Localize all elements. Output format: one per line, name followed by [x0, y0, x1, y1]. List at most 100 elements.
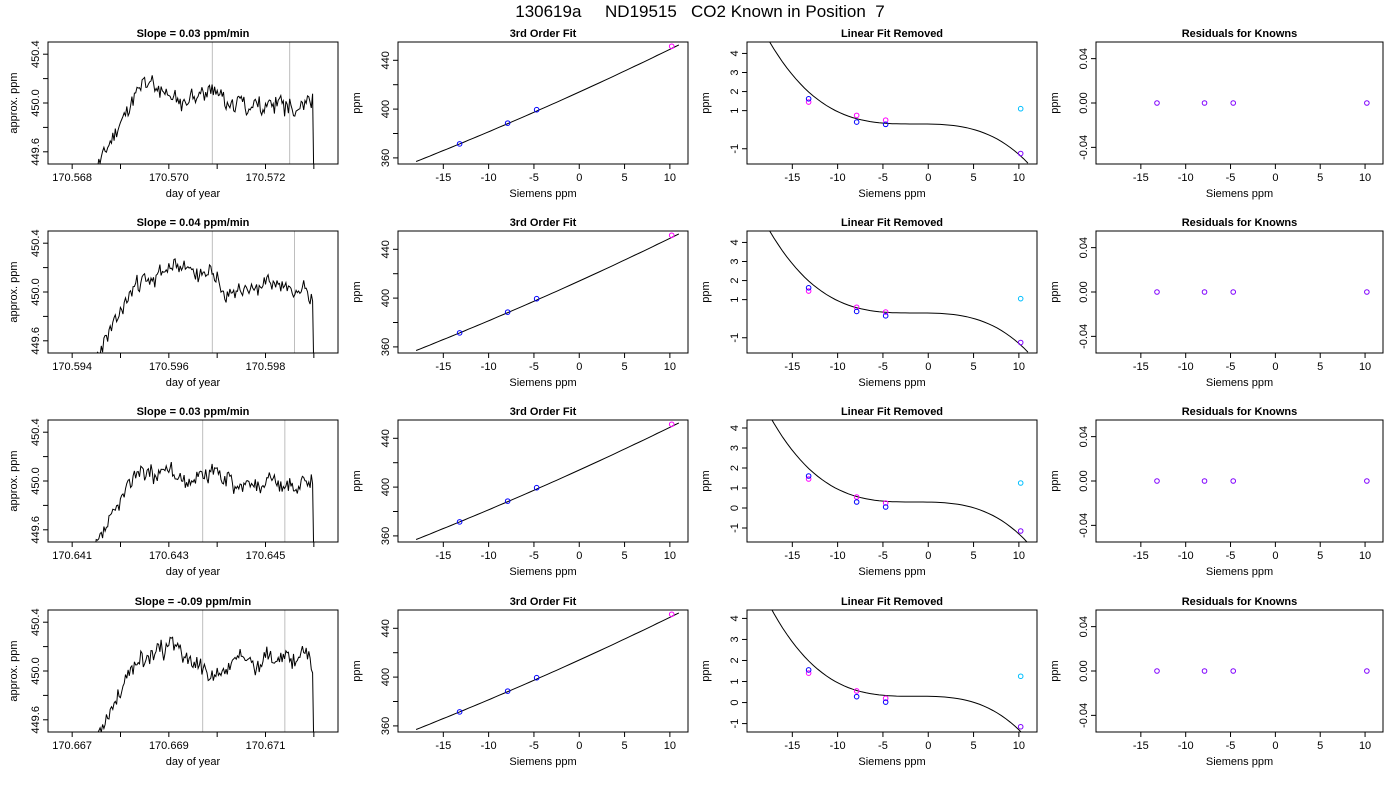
panel-r2c4: Residuals for Knowns -15 -10 -5 0 5 10 Siemens …: [1049, 217, 1384, 389]
x-tick-label: -10: [830, 361, 846, 373]
data-point: [504, 309, 511, 315]
data-point: [1364, 478, 1370, 484]
y-tick-label: 360: [380, 338, 392, 356]
fit-curve: [415, 44, 680, 162]
panel-r2c1: Slope = 0.04 ppm/min 170.594 170.596 170.59…: [8, 217, 339, 389]
x-axis-label: Siemens ppm: [858, 188, 925, 200]
x-tick-label: 170.572: [246, 172, 286, 184]
data-point: [853, 688, 860, 694]
data-point: [668, 421, 675, 428]
y-tick-label: 2: [729, 89, 741, 95]
data-point: [668, 232, 675, 239]
x-tick-label: 10: [1359, 740, 1371, 752]
x-tick-label: -15: [1133, 361, 1149, 373]
y-axis-label: ppm: [351, 660, 363, 681]
x-tick-label: 170.669: [149, 740, 189, 752]
fit-curve: [771, 420, 1028, 542]
y-tick-label: 1: [729, 297, 741, 303]
y-tick-label: 4: [729, 615, 741, 621]
y-axis-label: approx. ppm: [8, 72, 20, 133]
panel-title: Slope = 0.04 ppm/min: [137, 217, 250, 229]
data-point: [533, 295, 540, 302]
x-tick-label: 5: [622, 172, 628, 184]
y-tick-label: 440: [380, 240, 392, 258]
x-tick-label: -10: [830, 550, 846, 562]
x-tick-label: 0: [925, 361, 931, 373]
y-tick-label: 450.4: [30, 418, 42, 446]
fit-curve: [415, 233, 680, 351]
y-tick-label: 0.04: [1078, 237, 1090, 258]
series-trace: [97, 636, 315, 732]
plot-frame: [746, 230, 1038, 354]
y-tick-label: 450.4: [30, 608, 42, 636]
y-tick-label: 440: [380, 619, 392, 637]
x-tick-label: 170.643: [149, 550, 189, 562]
data-point: [853, 112, 860, 119]
x-tick-label: -15: [784, 172, 800, 184]
y-tick-label: 2: [729, 465, 741, 471]
data-point: [882, 504, 889, 510]
data-point: [1017, 673, 1024, 680]
data-point: [668, 611, 675, 618]
panel-title: Residuals for Knowns: [1182, 406, 1298, 418]
x-tick-label: -15: [1133, 550, 1149, 562]
x-tick-label: -5: [878, 172, 888, 184]
data-point: [882, 313, 889, 319]
x-axis-label: Siemens ppm: [1206, 377, 1273, 389]
panel-title: 3rd Order Fit: [510, 28, 577, 40]
x-axis-label: day of year: [166, 377, 221, 389]
x-tick-label: -5: [529, 361, 539, 373]
x-tick-label: 10: [1359, 361, 1371, 373]
y-tick-label: 4: [729, 50, 741, 56]
y-tick-label: 2: [729, 278, 741, 284]
x-tick-label: -5: [1226, 740, 1236, 752]
x-tick-label: -15: [435, 172, 451, 184]
x-tick-label: 5: [971, 740, 977, 752]
x-tick-label: 5: [622, 740, 628, 752]
x-tick-label: 0: [576, 172, 582, 184]
x-tick-label: -10: [481, 550, 497, 562]
x-tick-label: 170.667: [52, 740, 92, 752]
panel-title: Linear Fit Removed: [841, 406, 943, 418]
x-axis-label: Siemens ppm: [509, 188, 576, 200]
panel-title: Linear Fit Removed: [841, 217, 943, 229]
x-axis-label: Siemens ppm: [509, 377, 576, 389]
x-tick-label: -5: [1226, 172, 1236, 184]
y-tick-label: 4: [729, 425, 741, 431]
x-axis-label: Siemens ppm: [1206, 188, 1273, 200]
fit-curve: [769, 231, 1029, 353]
x-tick-label: 10: [1013, 172, 1025, 184]
data-point: [805, 285, 812, 291]
x-axis-label: day of year: [166, 188, 221, 200]
y-tick-label: 0.00: [1078, 470, 1090, 491]
y-tick-label: -0.04: [1078, 135, 1090, 160]
y-axis-label: ppm: [1049, 281, 1061, 302]
x-tick-label: -10: [481, 361, 497, 373]
y-tick-label: 3: [729, 69, 741, 75]
plot-frame: [746, 419, 1038, 543]
y-tick-label: -1: [729, 523, 741, 533]
plot-frame: [1095, 230, 1384, 354]
panel-title: Slope = -0.09 ppm/min: [135, 596, 252, 608]
y-tick-label: 1: [729, 485, 741, 491]
y-tick-label: 0.00: [1078, 660, 1090, 681]
x-tick-label: 170.641: [52, 550, 92, 562]
data-point: [805, 473, 812, 479]
data-point: [882, 309, 889, 315]
x-tick-label: -10: [1178, 172, 1194, 184]
panel-r4c1: Slope = -0.09 ppm/min 170.667 170.669 170.6…: [8, 596, 339, 768]
plot-frame: [1095, 609, 1384, 733]
x-tick-label: -5: [529, 172, 539, 184]
y-tick-label: 450.0: [30, 89, 42, 117]
y-axis-label: ppm: [1049, 92, 1061, 113]
series-trace: [95, 462, 315, 542]
x-tick-label: -10: [481, 172, 497, 184]
plot-frame: [397, 41, 689, 165]
series-trace: [96, 258, 314, 353]
data-point: [882, 121, 889, 128]
y-tick-label: 440: [380, 51, 392, 69]
series-trace: [97, 75, 315, 164]
x-tick-label: -5: [529, 550, 539, 562]
data-point: [805, 96, 812, 102]
